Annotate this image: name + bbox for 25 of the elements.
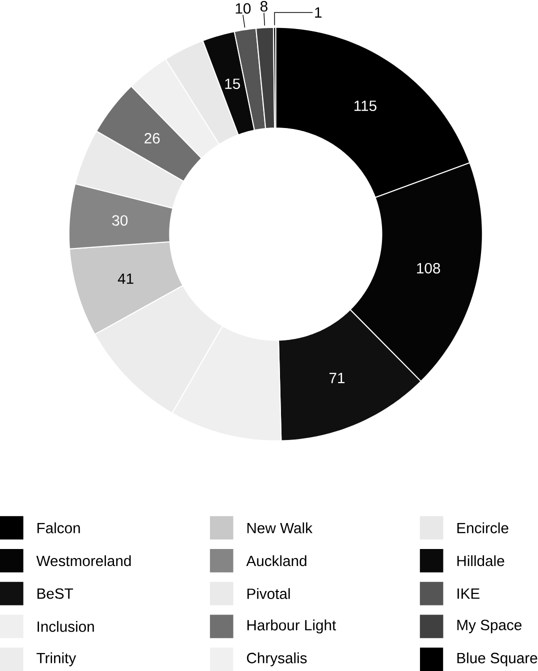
legend-label: Falcon xyxy=(38,522,80,534)
data-label: 26 xyxy=(144,133,160,144)
legend-label: Harbour Light xyxy=(248,620,336,634)
legend-label: Chrysalis xyxy=(247,652,307,666)
data-label: 8 xyxy=(260,1,268,12)
legend-label: Westmoreland xyxy=(36,555,131,566)
legend-label: Hilldale xyxy=(457,555,504,566)
legend-label: Auckland xyxy=(246,555,306,566)
legend-label: IKE xyxy=(458,588,480,599)
legend-label: BeST xyxy=(38,588,74,599)
data-label: 71 xyxy=(330,372,345,384)
data-label: 115 xyxy=(354,100,376,112)
data-label: 108 xyxy=(417,262,440,274)
data-label: 15 xyxy=(225,78,240,90)
legend-label: Encircle xyxy=(457,522,508,534)
legend-label: Blue Square xyxy=(457,652,538,666)
legend-label: Pivotal xyxy=(248,588,290,600)
legend-label: New Walk xyxy=(248,522,313,534)
data-label: 1 xyxy=(315,7,322,18)
data-label: 30 xyxy=(112,215,128,226)
data-label: 41 xyxy=(118,274,134,284)
legend-label: My Space xyxy=(457,620,522,634)
legend-label: Inclusion xyxy=(38,621,94,632)
data-label: 10 xyxy=(236,3,251,14)
legend-label: Trinity xyxy=(36,652,76,666)
